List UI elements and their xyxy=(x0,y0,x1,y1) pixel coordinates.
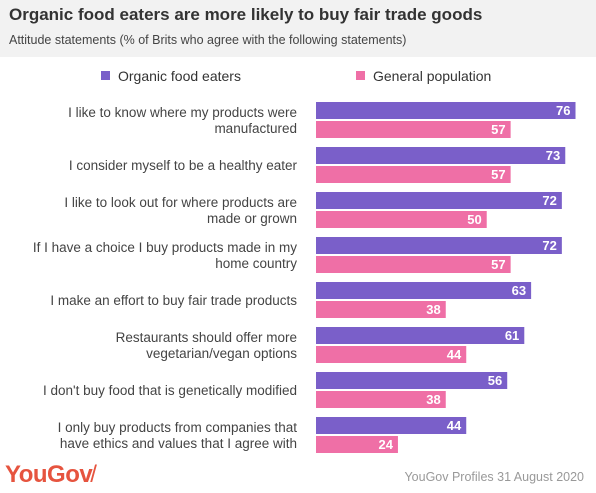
legend-label-organic: Organic food eaters xyxy=(118,68,241,84)
chart-subtitle: Attitude statements (% of Brits who agre… xyxy=(9,33,407,47)
legend-label-general: General population xyxy=(373,68,492,84)
data-label-organic: 63 xyxy=(512,283,526,298)
bar-general xyxy=(316,256,511,273)
data-label-general: 24 xyxy=(378,437,393,452)
bar-general xyxy=(316,436,398,453)
category-label: I only buy products from companies that xyxy=(58,420,298,435)
category-label: I like to look out for where products ar… xyxy=(64,195,297,210)
data-label-general: 57 xyxy=(491,257,505,272)
yougov-logo-text: YouGov xyxy=(5,461,93,488)
bar-organic xyxy=(316,147,566,164)
bar-organic xyxy=(316,237,562,254)
bar-organic xyxy=(316,417,467,434)
category-label: I like to know where my products were xyxy=(68,105,297,120)
bar-organic xyxy=(316,372,508,389)
data-label-organic: 44 xyxy=(447,418,462,433)
category-label: I consider myself to be a healthy eater xyxy=(69,158,298,173)
bar-organic xyxy=(316,102,576,119)
data-label-organic: 61 xyxy=(505,328,519,343)
data-label-organic: 76 xyxy=(556,103,570,118)
category-label: manufactured xyxy=(214,121,297,136)
data-label-general: 38 xyxy=(426,302,440,317)
chart-title: Organic food eaters are more likely to b… xyxy=(9,5,483,24)
data-label-general: 57 xyxy=(491,167,505,182)
data-label-general: 50 xyxy=(467,212,481,227)
category-label: I make an effort to buy fair trade produ… xyxy=(50,293,297,308)
category-label: made or grown xyxy=(207,211,297,226)
data-label-organic: 73 xyxy=(546,148,560,163)
category-label: home country xyxy=(215,256,297,271)
yougov-logo-mark: / xyxy=(90,461,97,488)
category-label: I don't buy food that is genetically mod… xyxy=(43,383,297,398)
data-label-general: 44 xyxy=(447,347,462,362)
source-note: YouGov Profiles 31 August 2020 xyxy=(404,470,584,484)
bar-general xyxy=(316,391,446,408)
category-label: vegetarian/vegan options xyxy=(146,346,297,361)
data-label-organic: 72 xyxy=(542,193,556,208)
bar-organic xyxy=(316,327,525,344)
data-label-organic: 72 xyxy=(542,238,556,253)
bar-general xyxy=(316,121,511,138)
legend-item-general: General population xyxy=(356,68,491,84)
bar-general xyxy=(316,166,511,183)
category-label: If I have a choice I buy products made i… xyxy=(33,240,297,255)
category-label: have ethics and values that I agree with xyxy=(60,436,297,451)
legend-swatch-general xyxy=(356,71,365,80)
bar-general xyxy=(316,346,467,363)
yougov-logo: YouGov/ xyxy=(5,461,97,489)
chart-header: Organic food eaters are more likely to b… xyxy=(0,0,596,57)
bar-organic xyxy=(316,192,562,209)
legend-item-organic: Organic food eaters xyxy=(101,68,241,84)
data-label-general: 57 xyxy=(491,122,505,137)
bar-general xyxy=(316,301,446,318)
legend-swatch-organic xyxy=(101,71,110,80)
bar-general xyxy=(316,211,487,228)
bar-organic xyxy=(316,282,532,299)
data-label-general: 38 xyxy=(426,392,440,407)
category-label: Restaurants should offer more xyxy=(116,330,297,345)
data-label-organic: 56 xyxy=(488,373,502,388)
